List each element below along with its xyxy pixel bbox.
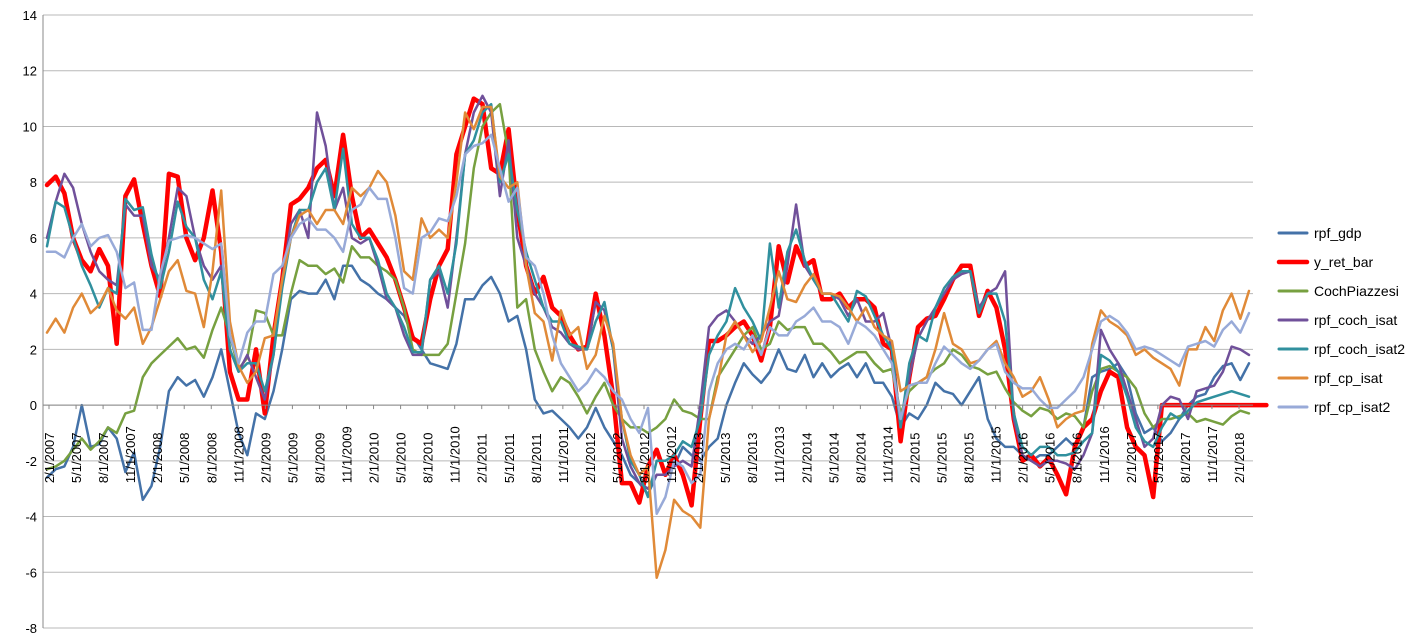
x-tick-label: 2/1/2015 [907, 432, 922, 483]
x-tick-label: 8/1/2017 [1178, 432, 1193, 483]
series-line-rpf-cp-isat [45, 105, 1251, 580]
x-tick-label: 2/1/2008 [150, 432, 165, 483]
x-tick-label: 5/1/2011 [502, 433, 517, 483]
x-tick-label: 11/1/2012 [664, 426, 679, 483]
x-tick-label: 5/1/2014 [826, 432, 841, 483]
x-tick-label: 11/1/2014 [880, 426, 895, 483]
x-tick-label: 8/1/2016 [1070, 432, 1085, 483]
x-tick-label: 11/1/2016 [1097, 426, 1112, 483]
x-tick-label: 8/1/2009 [312, 432, 327, 483]
x-tick-label: 11/1/2013 [772, 426, 787, 483]
legend-label: rpf_coch_isat [1314, 312, 1397, 328]
x-tick-label: 8/1/2011 [529, 433, 544, 483]
y-axis-tick-labels: -8 -6 -4 -2 0 2 4 6 8 10 12 14 [23, 8, 37, 636]
y-tick-label: 4 [30, 287, 37, 302]
y-tick-label: -8 [25, 621, 37, 636]
x-tick-label: 2/1/2018 [1232, 432, 1247, 483]
x-tick-label: 2/1/2014 [799, 432, 814, 483]
x-tick-label: 5/1/2013 [718, 432, 733, 483]
x-tick-label: 5/1/2008 [177, 432, 192, 483]
series-line-rpf-coch-isat2 [45, 102, 1251, 499]
legend-label: rpf_cp_isat2 [1314, 399, 1390, 415]
x-tick-label: 8/1/2015 [962, 432, 977, 483]
x-tick-label: 11/1/2017 [1205, 426, 1220, 483]
x-tick-label: 2/1/2010 [367, 432, 382, 483]
y-tick-label: 0 [30, 398, 37, 413]
series-line-y-ret-bar [44, 96, 1269, 508]
y-tick-label: 14 [23, 8, 37, 23]
x-tick-label: 2/1/2009 [258, 432, 273, 483]
x-tick-label: 2/1/2011 [475, 433, 490, 483]
x-tick-label: 5/1/2010 [394, 432, 409, 483]
y-tick-label: -4 [25, 510, 37, 525]
x-tick-label: 8/1/2014 [853, 432, 868, 483]
x-tick-label: 8/1/2008 [204, 432, 219, 483]
legend-label: CochPiazzesi [1314, 283, 1399, 299]
x-tick-label: 5/1/2015 [935, 432, 950, 483]
series-line-rpf-coch-isat [45, 94, 1251, 490]
x-tick-label: 5/1/2017 [1151, 432, 1166, 483]
x-tick-label: 2/1/2013 [691, 432, 706, 483]
x-tick-label: 8/1/2013 [745, 432, 760, 483]
x-tick-label: 11/1/2009 [340, 426, 355, 483]
legend-label: rpf_gdp [1314, 225, 1362, 241]
x-tick-label: 11/1/2007 [123, 426, 138, 483]
y-tick-label: -2 [25, 454, 37, 469]
series-lines [44, 94, 1269, 580]
y-tick-label: 2 [30, 342, 37, 357]
x-tick-label: 5/1/2009 [285, 432, 300, 483]
y-tick-label: 6 [30, 231, 37, 246]
legend: rpf_gdp y_ret_bar CochPiazzesi rpf_coch_isa… [1276, 225, 1405, 415]
x-tick-label: 2/1/2017 [1124, 432, 1139, 483]
series-line-rpf-cp-isat2 [45, 133, 1251, 516]
x-tick-label: 5/1/2012 [610, 432, 625, 483]
x-tick-label: 8/1/2007 [96, 432, 111, 483]
x-tick-label: 2/1/2016 [1016, 432, 1031, 483]
x-tick-label: 8/1/2012 [637, 432, 652, 483]
y-tick-label: 12 [23, 64, 37, 79]
x-tick-label: 2/1/2007 [42, 432, 57, 483]
x-tick-label: 11/1/2011 [556, 427, 571, 483]
x-tick-label: 5/1/2007 [69, 432, 84, 483]
legend-label: y_ret_bar [1314, 254, 1373, 270]
y-tick-label: -6 [25, 565, 37, 580]
x-tick-label: 5/1/2016 [1043, 432, 1058, 483]
x-tick-label: 11/1/2008 [231, 426, 246, 483]
x-tick-label: 8/1/2010 [421, 432, 436, 483]
x-tick-label: 2/1/2012 [583, 432, 598, 483]
legend-label: rpf_coch_isat2 [1314, 341, 1405, 357]
y-tick-label: 8 [30, 175, 37, 190]
x-tick-label: 11/1/2010 [448, 426, 463, 483]
legend-label: rpf_cp_isat [1314, 370, 1383, 386]
y-tick-label: 10 [23, 119, 37, 134]
x-tick-label: 11/1/2015 [989, 426, 1004, 483]
x-axis-tick-labels: 2/1/2007 5/1/2007 8/1/2007 11/1/2007 2/1/200… [42, 405, 1247, 483]
